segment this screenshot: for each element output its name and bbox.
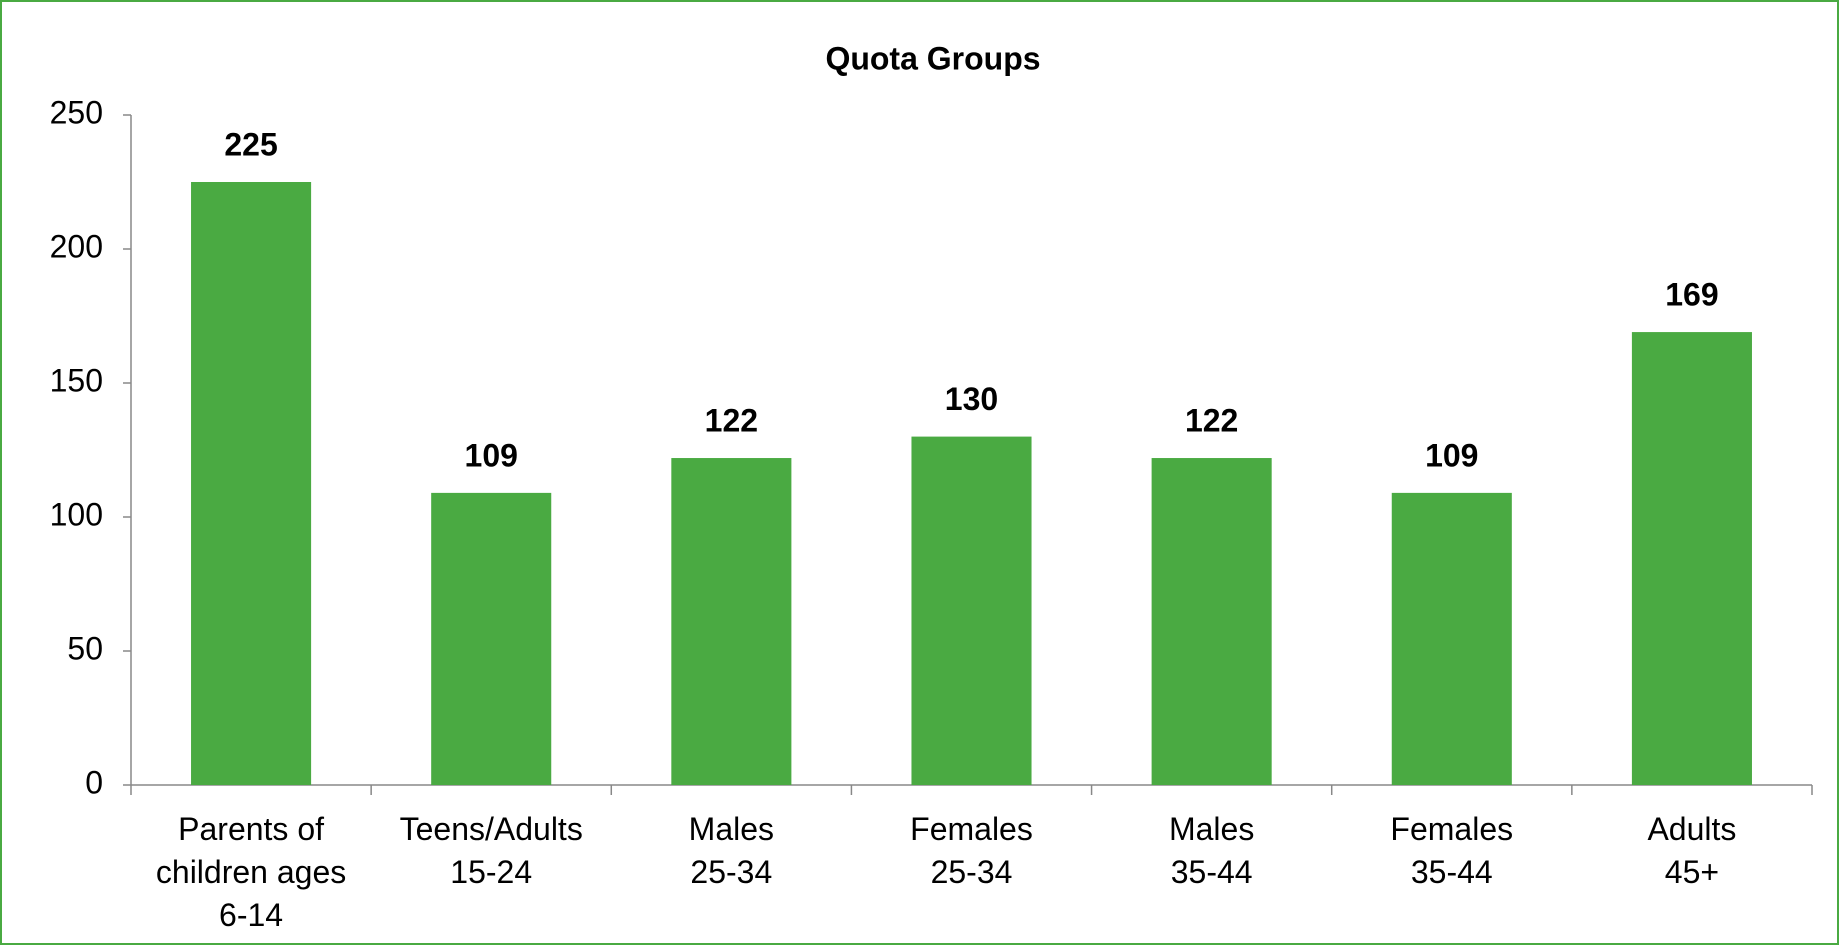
x-tick-label: Males 35-44 — [1169, 811, 1254, 890]
data-label: 109 — [465, 437, 518, 473]
y-tick-label: 50 — [67, 630, 103, 666]
y-tick-label: 200 — [50, 228, 103, 264]
bar — [1151, 458, 1272, 785]
x-tick-label: Males 25-34 — [689, 811, 774, 890]
y-tick-label: 100 — [50, 496, 103, 532]
x-tick-label: Females 25-34 — [910, 811, 1033, 890]
x-tick-label: Females 35-44 — [1390, 811, 1513, 890]
bar — [671, 458, 792, 785]
data-label: 122 — [705, 402, 758, 438]
bar — [431, 492, 552, 785]
y-tick-label: 150 — [50, 362, 103, 398]
data-label: 169 — [1665, 277, 1718, 313]
bar — [191, 182, 312, 785]
data-label: 122 — [1185, 402, 1238, 438]
data-label: 109 — [1425, 437, 1478, 473]
chart-title: Quota Groups — [825, 40, 1040, 76]
bar — [911, 436, 1032, 785]
bar — [1631, 332, 1752, 785]
x-tick-label: Adults 45+ — [1647, 811, 1736, 890]
data-label: 225 — [224, 126, 277, 162]
x-tick-label: Parents of children ages 6-14 — [156, 811, 346, 933]
data-label: 130 — [945, 381, 998, 417]
y-tick-label: 0 — [85, 764, 103, 800]
x-tick-label: Teens/Adults 15-24 — [400, 811, 583, 890]
bar — [1391, 492, 1512, 785]
y-tick-label: 250 — [50, 94, 103, 130]
